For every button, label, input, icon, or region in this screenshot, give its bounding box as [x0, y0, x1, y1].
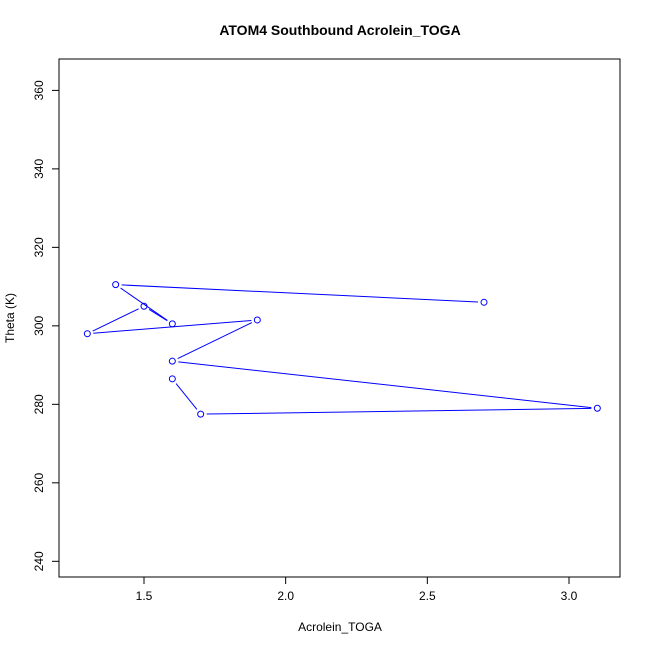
y-tick-label: 360	[32, 80, 46, 100]
data-point	[112, 281, 120, 289]
series-line-segment	[178, 361, 592, 409]
data-point	[197, 410, 205, 418]
series-line-segment	[175, 383, 198, 410]
data-point	[253, 316, 261, 324]
x-tick-label: 1.5	[136, 589, 153, 603]
x-tick-label: 2.0	[277, 589, 294, 603]
series-line-segment	[120, 287, 168, 321]
x-tick-label: 3.0	[561, 589, 578, 603]
y-tick-label: 240	[32, 551, 46, 571]
x-tick-label: 2.5	[419, 589, 436, 603]
data-point	[140, 302, 148, 310]
data-point	[593, 404, 601, 412]
series-line-segment	[177, 322, 253, 359]
series-line-segment	[92, 308, 139, 332]
y-tick-label: 260	[32, 472, 46, 492]
data-point	[168, 375, 176, 383]
data-point	[83, 330, 91, 338]
data-point	[168, 320, 176, 328]
y-axis-label: Theta (K)	[3, 293, 17, 343]
y-tick-label: 300	[32, 316, 46, 336]
x-axis-label: Acrolein_TOGA	[298, 620, 382, 634]
x-axis: 1.5 2.0 2.5 3.0	[136, 577, 578, 603]
chart-title: ATOM4 Southbound Acrolein_TOGA	[219, 22, 460, 38]
data-point	[480, 298, 488, 306]
y-axis: 240 260 280 300 320 340 360	[32, 80, 59, 571]
series-line-segment	[148, 308, 168, 322]
y-tick-label: 320	[32, 237, 46, 257]
series-line-segment	[121, 284, 479, 303]
y-tick-label: 280	[32, 394, 46, 414]
data-point	[168, 357, 176, 365]
plot-frame	[58, 58, 621, 578]
data-series	[83, 281, 601, 418]
y-tick-label: 340	[32, 159, 46, 179]
series-line-segment	[206, 407, 592, 415]
